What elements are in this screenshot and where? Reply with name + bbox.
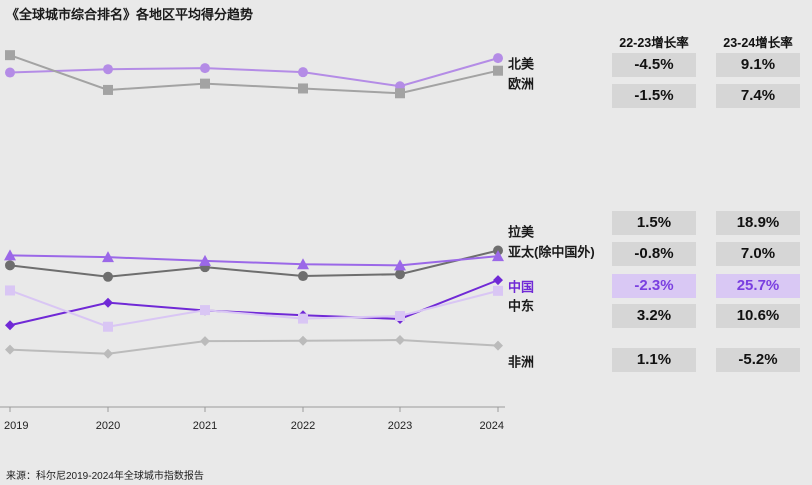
series-label: 中国 bbox=[508, 280, 534, 295]
table-header: 22-23增长率 bbox=[619, 36, 689, 50]
data-point bbox=[493, 53, 503, 64]
data-point bbox=[492, 250, 504, 262]
series-line bbox=[9, 339, 499, 355]
growth-cell: 1.5% bbox=[612, 211, 696, 235]
data-point bbox=[298, 271, 308, 282]
growth-cell: 18.9% bbox=[716, 211, 800, 235]
data-point bbox=[5, 344, 15, 355]
growth-cell: -4.5% bbox=[612, 53, 696, 77]
data-point bbox=[5, 50, 15, 61]
series-label: 中东 bbox=[508, 299, 534, 314]
data-point bbox=[298, 83, 308, 94]
data-point bbox=[493, 340, 503, 351]
data-point bbox=[298, 335, 308, 346]
data-point bbox=[200, 63, 210, 74]
growth-cell: -2.3% bbox=[612, 274, 696, 298]
data-point bbox=[103, 64, 113, 75]
data-point bbox=[297, 258, 309, 270]
growth-cell: -1.5% bbox=[612, 84, 696, 108]
x-tick-label: 2023 bbox=[388, 420, 412, 432]
table-header: 23-24增长率 bbox=[723, 36, 793, 50]
data-point bbox=[103, 321, 113, 332]
data-point bbox=[103, 297, 113, 308]
series-label: 欧洲 bbox=[508, 77, 534, 92]
x-tick-label: 2021 bbox=[193, 420, 217, 432]
data-point bbox=[395, 311, 405, 322]
data-point bbox=[394, 259, 406, 271]
data-point bbox=[4, 249, 16, 261]
series-label: 北美 bbox=[508, 57, 535, 72]
data-point bbox=[298, 313, 308, 324]
data-point bbox=[199, 254, 211, 266]
growth-cell: 7.0% bbox=[716, 242, 800, 266]
source-note: 来源：科尔尼2019-2024年全球城市指数报告 bbox=[6, 471, 204, 482]
series-line bbox=[9, 254, 499, 267]
data-point bbox=[103, 84, 113, 95]
data-point bbox=[493, 275, 503, 286]
series-line bbox=[9, 57, 499, 88]
data-point bbox=[103, 348, 113, 359]
data-point bbox=[200, 78, 210, 89]
growth-cell: 7.4% bbox=[716, 84, 800, 108]
growth-cell: -5.2% bbox=[716, 348, 800, 372]
data-point bbox=[395, 335, 405, 346]
growth-cell: 1.1% bbox=[612, 348, 696, 372]
data-point bbox=[5, 285, 15, 296]
data-point bbox=[200, 336, 210, 347]
growth-cell: -0.8% bbox=[612, 242, 696, 266]
series-label: 拉美 bbox=[508, 225, 535, 240]
data-point bbox=[493, 285, 503, 296]
data-point bbox=[103, 271, 113, 282]
x-tick-label: 2024 bbox=[480, 420, 504, 432]
growth-cell: 10.6% bbox=[716, 304, 800, 328]
growth-cell: 25.7% bbox=[716, 274, 800, 298]
data-point bbox=[395, 88, 405, 99]
growth-cell: 3.2% bbox=[612, 304, 696, 328]
data-point bbox=[493, 65, 503, 76]
x-tick-label: 2022 bbox=[291, 420, 315, 432]
data-point bbox=[5, 260, 15, 271]
data-point bbox=[5, 320, 15, 331]
x-tick-label: 2020 bbox=[96, 420, 120, 432]
data-point bbox=[395, 269, 405, 280]
page-title: 《全球城市综合排名》各地区平均得分趋势 bbox=[6, 7, 254, 22]
x-tick-label: 2019 bbox=[4, 420, 28, 432]
series-line bbox=[9, 289, 499, 328]
series-label: 非洲 bbox=[508, 355, 534, 370]
series-line bbox=[9, 249, 499, 278]
series-label: 亚太(除中国外) bbox=[508, 245, 595, 260]
data-point bbox=[200, 305, 210, 316]
data-point bbox=[298, 67, 308, 78]
growth-cell: 9.1% bbox=[716, 53, 800, 77]
data-point bbox=[5, 67, 15, 78]
data-point bbox=[102, 251, 114, 263]
series-line bbox=[9, 54, 499, 95]
